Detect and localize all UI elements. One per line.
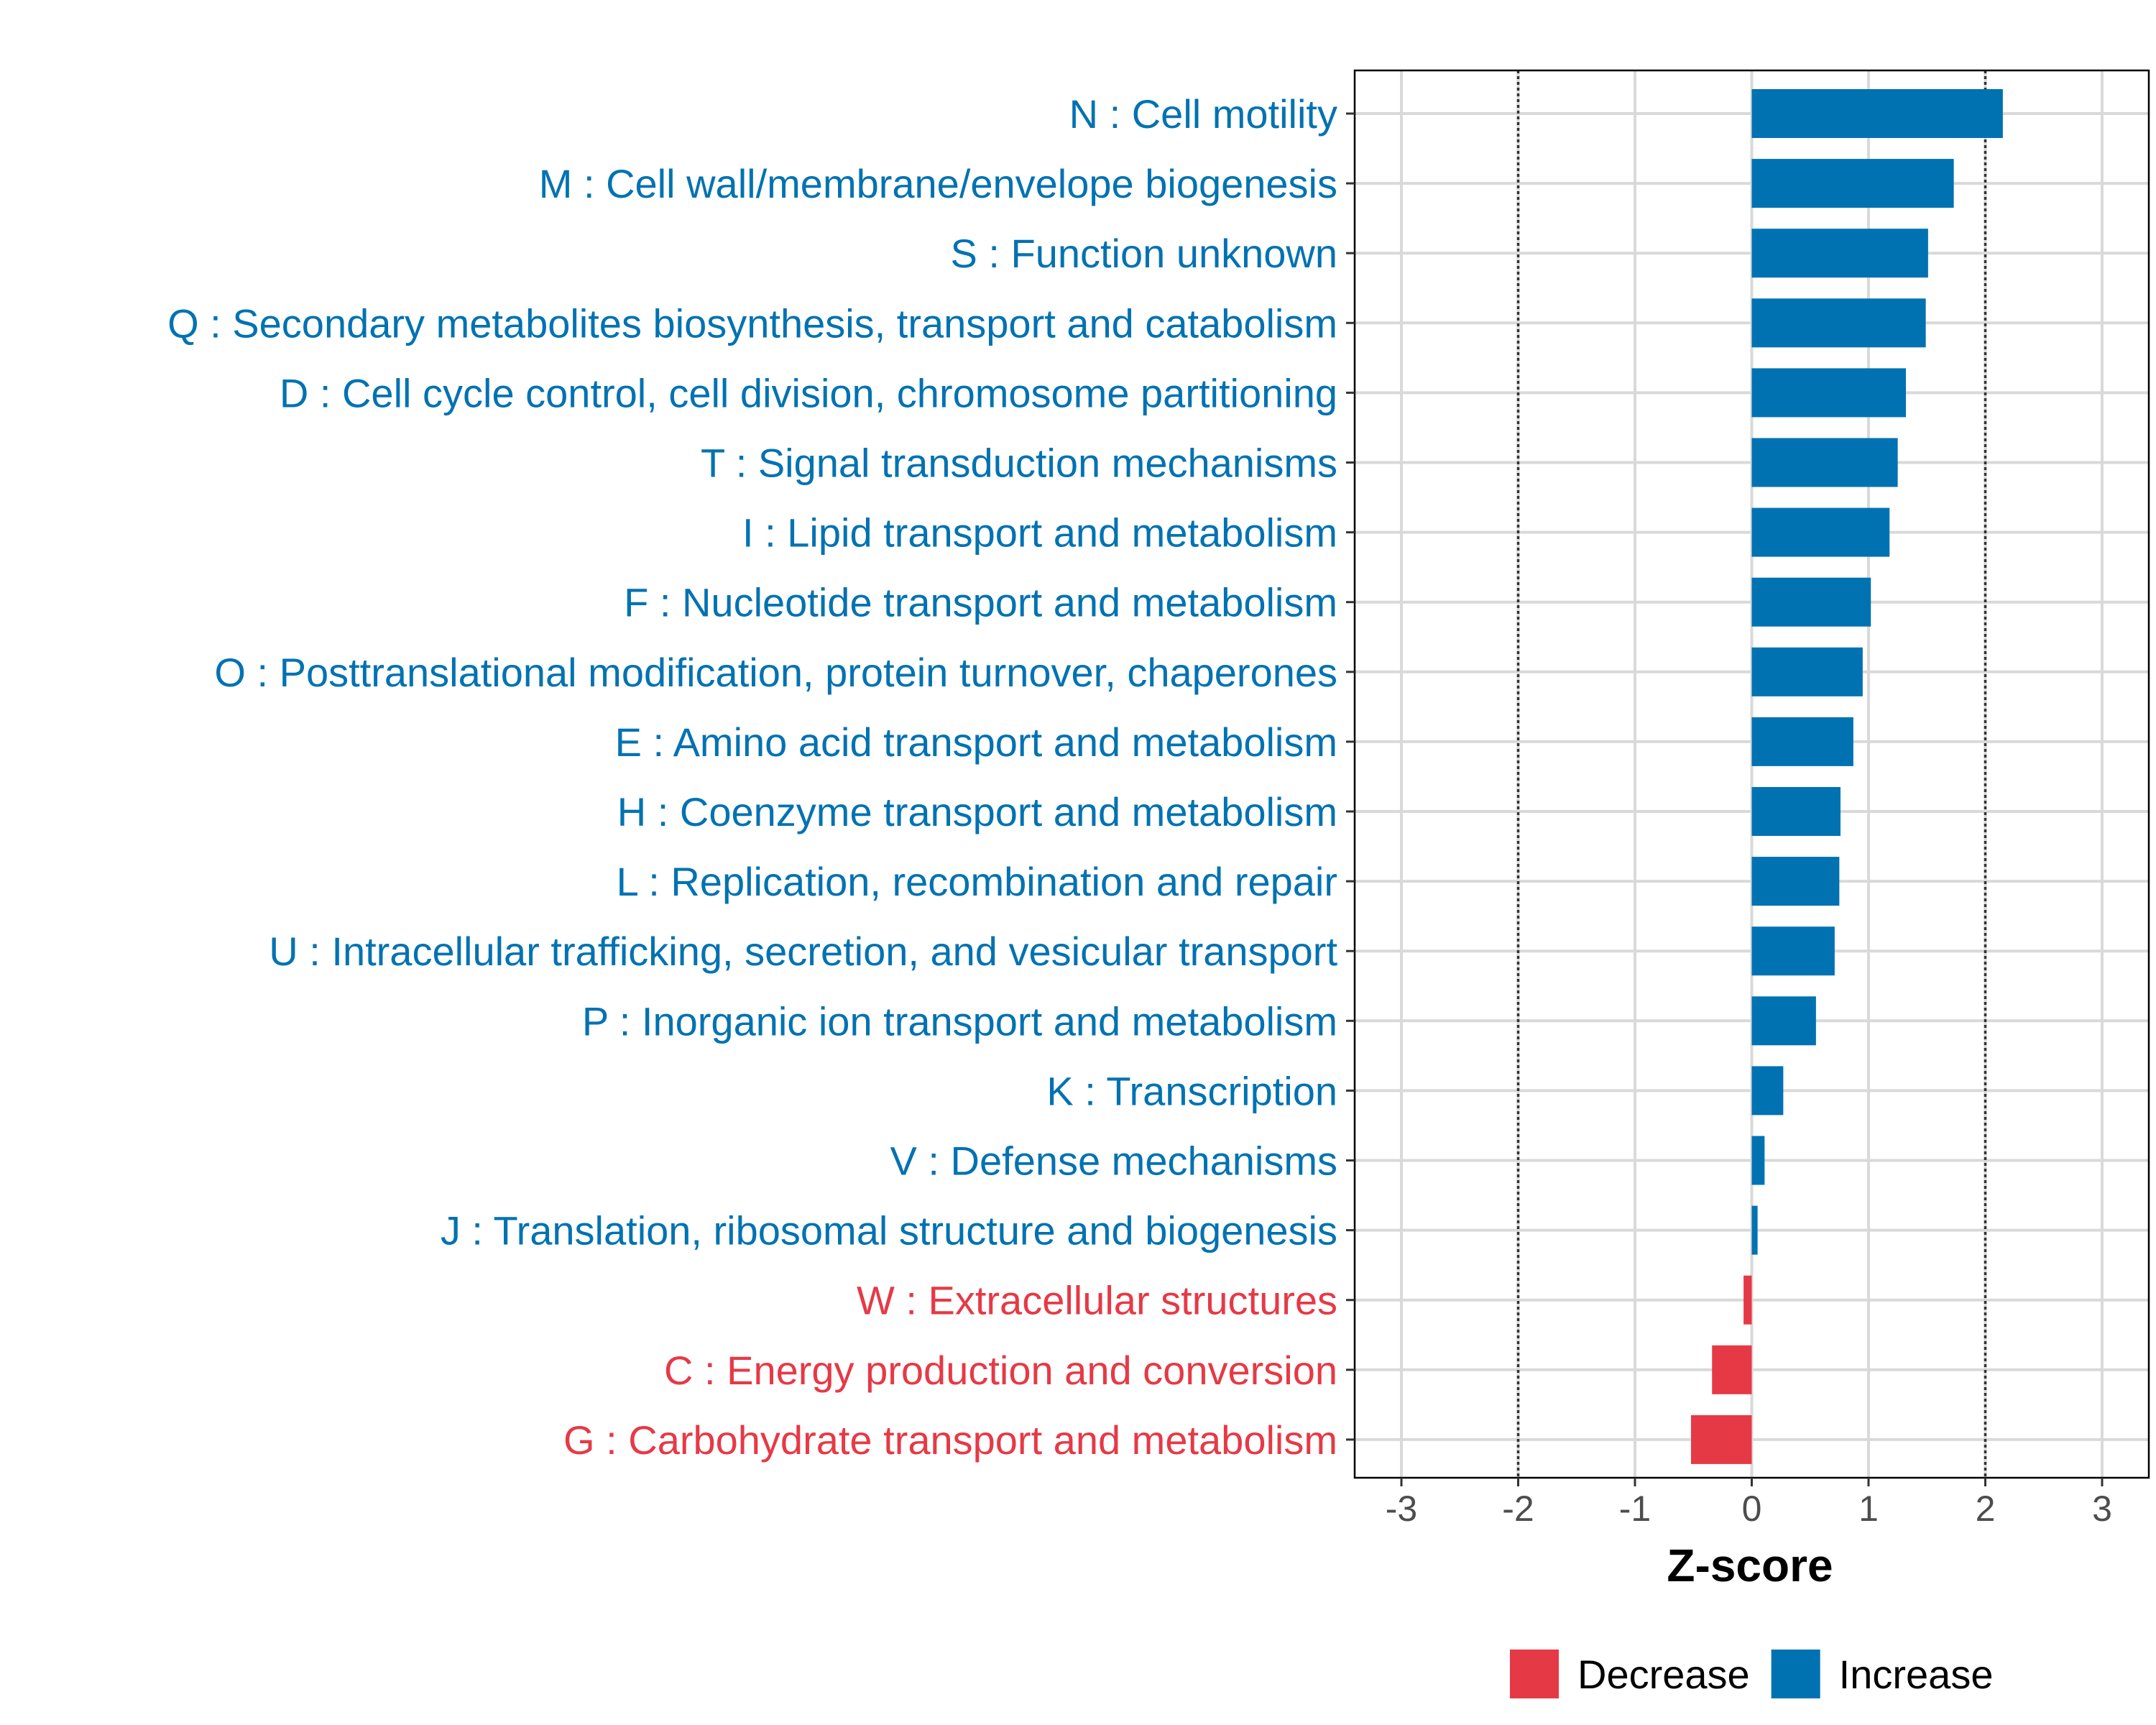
y-ticks [1346,112,1355,1441]
category-label: F : Nucleotide transport and metabolism [624,580,1337,625]
bar [1751,1136,1765,1185]
category-label: V : Defense mechanisms [890,1138,1337,1184]
x-ticks: -3 -2 -1 0 1 2 3 [1386,1478,2112,1529]
grid-layer [1355,70,2149,1478]
category-label: I : Lipid transport and metabolism [742,510,1337,556]
category-label: M : Cell wall/membrane/envelope biogenes… [539,161,1337,206]
x-tick-label: 3 [2092,1489,2112,1529]
bar [1751,1205,1758,1255]
x-tick-label: 0 [1742,1489,1762,1529]
category-label: L : Replication, recombination and repai… [617,859,1337,904]
bar [1751,857,1840,906]
bar [1751,996,1816,1046]
category-label: S : Function unknown [950,231,1337,276]
bar [1751,577,1871,627]
bar [1751,159,1954,208]
x-axis-title: Z-score [1667,1540,1833,1591]
bar [1751,89,2003,138]
bar [1751,647,1863,696]
bars [1691,89,2003,1464]
bar [1751,438,1898,487]
category-label: Q : Secondary metabolites biosynthesis, … [167,300,1337,346]
bar [1751,507,1890,557]
bar [1743,1275,1752,1325]
legend-swatch-decrease [1510,1650,1559,1698]
category-label: C : Energy production and conversion [664,1348,1337,1393]
reference-lines [1516,70,1987,1478]
x-tick-label: -2 [1502,1489,1534,1529]
category-label: G : Carbohydrate transport and metabolis… [563,1417,1337,1463]
x-tick-label: -3 [1386,1489,1417,1529]
category-label: D : Cell cycle control, cell division, c… [280,370,1337,415]
category-label: J : Translation, ribosomal structure and… [441,1208,1337,1254]
bar [1751,368,1906,418]
legend-label-increase: Increase [1839,1652,1994,1697]
category-label: K : Transcription [1046,1068,1337,1113]
category-label: T : Signal transduction mechanisms [701,441,1337,486]
bar [1751,787,1841,836]
legend-swatch-increase [1771,1650,1820,1698]
bar [1751,1066,1784,1116]
legend-label-decrease: Decrease [1577,1652,1750,1697]
category-label: P : Inorganic ion transport and metaboli… [582,998,1337,1044]
bar [1712,1345,1752,1394]
bar [1751,229,1928,278]
x-tick-label: 1 [1858,1489,1879,1529]
bar [1751,298,1926,348]
category-label: W : Extracellular structures [857,1278,1337,1323]
legend: Decrease Increase [1510,1650,1993,1698]
category-label: N : Cell motility [1069,91,1337,137]
bar [1691,1414,1752,1464]
category-label: E : Amino acid transport and metabolism [615,719,1337,765]
x-tick-label: -1 [1619,1489,1651,1529]
x-tick-label: 2 [1976,1489,1996,1529]
bar [1751,926,1835,976]
category-label: H : Coenzyme transport and metabolism [617,789,1337,834]
category-label: O : Posttranslational modification, prot… [214,650,1337,695]
bar [1751,717,1853,766]
category-labels: N : Cell motility M : Cell wall/membrane/… [167,91,1337,1463]
category-label: U : Intracellular trafficking, secretion… [269,929,1337,974]
